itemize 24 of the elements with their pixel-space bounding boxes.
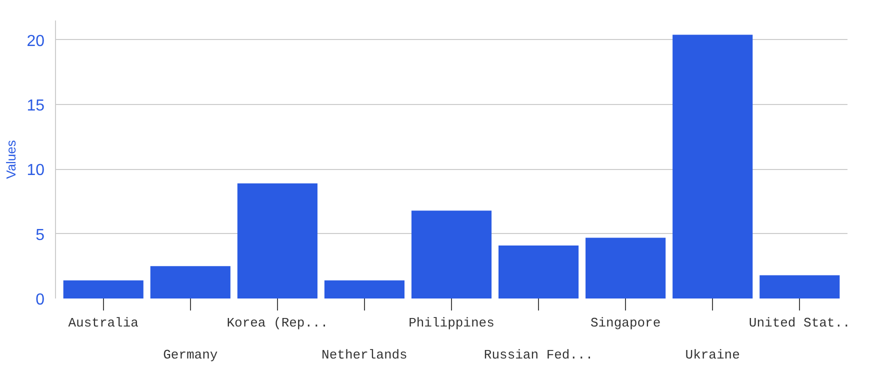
x-tick-label: United Stat.. (748, 316, 850, 330)
y-axis-title: Values (4, 140, 19, 179)
bar (63, 280, 144, 298)
y-tick-label: 10 (26, 162, 45, 180)
x-tick-label: Germany (163, 348, 218, 362)
bar (237, 183, 318, 298)
bar (760, 275, 840, 298)
x-tick-label: Netherlands (322, 348, 408, 362)
x-tick-label: Singapore (590, 316, 661, 330)
x-tick-label: Korea (Rep... (226, 316, 328, 330)
bar (672, 34, 753, 298)
bar (150, 266, 230, 298)
y-tick-label: 15 (26, 98, 45, 115)
y-tick-label: 5 (36, 226, 45, 244)
x-tick-label: Russian Fed... (484, 348, 594, 362)
y-tick-label: 20 (26, 32, 45, 50)
x-tick-label: Philippines (408, 316, 494, 330)
bar (586, 238, 666, 298)
x-tick-label: Ukraine (685, 348, 740, 362)
bar (411, 210, 492, 298)
bar (498, 245, 579, 298)
x-tick-label: Australia (68, 316, 139, 330)
y-tick-label: 0 (36, 292, 45, 308)
bar (324, 280, 404, 298)
